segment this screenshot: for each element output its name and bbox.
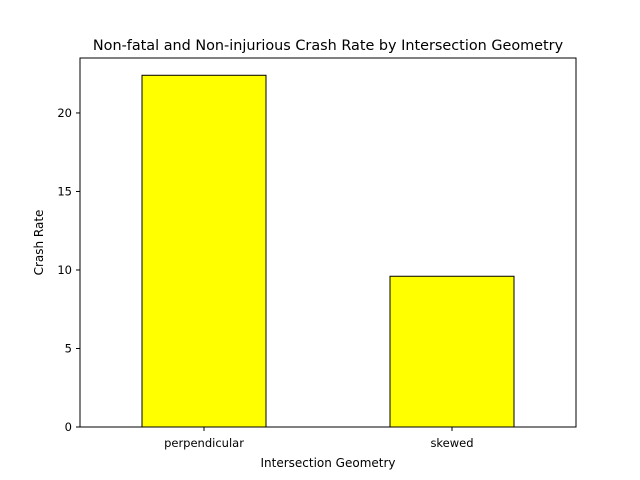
plot-frame bbox=[79, 57, 577, 428]
x-tick-label: perpendicular bbox=[164, 436, 244, 450]
y-axis-label: Crash Rate bbox=[32, 210, 46, 276]
bars-group bbox=[141, 74, 515, 428]
bar-perpendicular bbox=[141, 74, 267, 428]
y-axis: 0 5 10 15 20 bbox=[57, 106, 80, 434]
bar-skewed bbox=[389, 275, 515, 428]
y-tick-label: 20 bbox=[57, 106, 72, 120]
chart-title: Non-fatal and Non-injurious Crash Rate b… bbox=[93, 38, 564, 54]
y-tick-label: 0 bbox=[65, 420, 72, 434]
y-tick-label: 5 bbox=[65, 341, 72, 355]
x-tick-label: skewed bbox=[430, 436, 473, 450]
y-tick-label: 15 bbox=[57, 184, 72, 198]
y-tick-label: 10 bbox=[57, 263, 72, 277]
x-axis-label: Intersection Geometry bbox=[260, 456, 395, 470]
x-axis: perpendicular skewed bbox=[164, 427, 474, 450]
